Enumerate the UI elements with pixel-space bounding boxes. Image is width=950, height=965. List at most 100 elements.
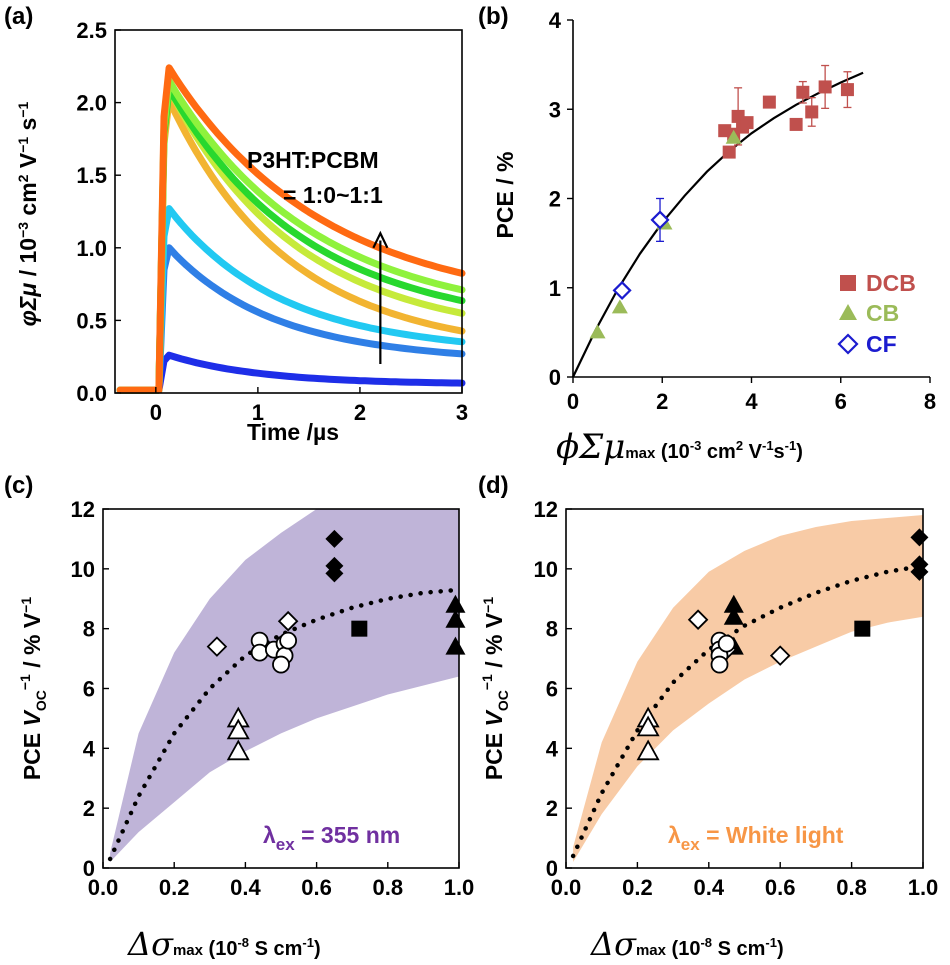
panel-b-point-dcb (762, 95, 776, 109)
condition-sub: ex (276, 835, 295, 854)
panel-c-x-tick-label: 0.2 (159, 875, 190, 900)
x-label-sub: max (173, 942, 204, 959)
panel-d-point-open-circle (710, 655, 729, 674)
x-label-sub: max (625, 445, 656, 462)
x-label-unit: (10 (655, 441, 689, 463)
panel-b-x-axis-label: ϕΣμmax (10-3 cm2 V-1s-1) (556, 427, 803, 467)
panel-d-x-tick-label: 1.0 (908, 875, 939, 900)
panel-d-point-open-triangle (636, 715, 660, 737)
y-label-text: s (15, 118, 41, 137)
panel-b-x-tick-label: 4 (745, 389, 758, 414)
panel-b-x-tick-label: 2 (656, 389, 668, 414)
panel-d-y-tick-label: 8 (546, 617, 558, 642)
panel-c-y-tick-label: 12 (71, 497, 95, 522)
panel-c-point-open-diamond (206, 636, 228, 657)
panel-b-x-tick-label: 0 (567, 389, 579, 414)
panel-c-y-tick-label: 2 (83, 796, 95, 821)
x-label-unit: S cm (249, 938, 302, 960)
panel-b-y-tick-label: 0 (549, 365, 561, 390)
panel-c-point-open-diamond (277, 610, 299, 632)
condition-lambda: λ (668, 822, 681, 848)
panel-c-point-open-triangle (226, 718, 250, 740)
x-label-symbol: Δσ (126, 925, 174, 963)
panel-c-y-tick-label: 6 (83, 677, 95, 702)
panel-d-x-tick-label: 0.0 (551, 875, 582, 900)
y-label-sup: −3 (15, 222, 31, 238)
condition-sub: ex (681, 835, 700, 854)
panel-c-point-filled-triangle (445, 636, 466, 655)
panel-d-point-filled-square (854, 620, 871, 637)
panel-d-y-tick-label: 10 (534, 557, 558, 582)
panel-d-y-tick-label: 12 (534, 497, 558, 522)
panel-c-point-open-triangle (226, 739, 250, 761)
panel-b-legend-cf-label: CF (866, 331, 897, 357)
x-label-unit: (10 (666, 938, 700, 960)
panel-c-point-open-circle (250, 643, 269, 662)
panel-b-point-cb (589, 324, 606, 339)
y-label-text: / 10 (15, 238, 41, 283)
panel-d-y-tick-label: 2 (546, 796, 558, 821)
y-label-symbol: φΣμ (15, 283, 41, 327)
panel-a-y-tick-label: 0.5 (76, 308, 107, 333)
x-label-sup: -8 (237, 935, 249, 950)
panel-b-point-dcb (796, 85, 810, 99)
x-label-sup: -1 (302, 935, 314, 950)
panel-b-x-tick-label: 8 (924, 389, 936, 414)
panel-d-point-open-diamond (687, 609, 709, 630)
panel-d-label: (d) (478, 472, 509, 499)
panel-a-trace-trace-6 (116, 84, 466, 394)
x-label-unit: ) (314, 938, 321, 960)
panel-c-fit-curve (107, 587, 462, 862)
x-label-sup: -1 (762, 438, 774, 453)
panel-d-y-tick-label: 4 (546, 736, 559, 761)
panel-d-point-filled-triangle (723, 594, 744, 613)
x-label-sup: 2 (736, 438, 743, 453)
x-label-sup: -8 (700, 935, 712, 950)
panel-c-x-tick-label: 0.4 (230, 875, 261, 900)
y-label-v: V (481, 709, 507, 726)
panel-d-point-filled-diamond (910, 562, 929, 581)
panel-b-y-tick-label: 2 (549, 187, 561, 212)
panel-d-point-open-triangle (636, 739, 660, 761)
panel-b-x-tick-label: 6 (835, 389, 847, 414)
panel-a-y-tick-label: 1.0 (76, 236, 107, 261)
panel-b-point-dcb (805, 105, 819, 119)
x-label-unit: cm (701, 441, 735, 463)
panel-c-x-axis-label: Δσmax (10-8 S cm-1) (126, 925, 321, 963)
x-label-sup: -3 (690, 438, 702, 453)
panel-c-y-tick-label: 10 (71, 557, 95, 582)
panel-d-point-filled-diamond (910, 528, 929, 547)
y-label-sup: −1 (15, 137, 31, 153)
panel-b-legend-cf-marker (837, 333, 859, 355)
panel-a-y-tick-label: 1.5 (76, 163, 107, 188)
x-label-sub: max (636, 942, 667, 959)
panel-d-x-tick-label: 0.4 (694, 875, 725, 900)
panel-a-label: (a) (4, 3, 33, 30)
panel-a-x-tick-label: 2 (354, 400, 366, 425)
panel-b-point-dcb (840, 83, 854, 97)
panel-c-x-tick-label: 0.8 (373, 875, 404, 900)
panel-a-x-tick-label: 3 (456, 400, 468, 425)
y-label-sup: −1 (18, 597, 34, 613)
y-label-text: PCE (481, 726, 507, 780)
y-label-v: V (19, 709, 45, 726)
panel-a-y-tick-label: 0.0 (76, 381, 107, 406)
panel-a-y-tick-label: 2.5 (76, 18, 107, 43)
panel-c-point-open-circle (279, 631, 298, 650)
y-label-sub: OC (495, 690, 511, 711)
panel-c-point-filled-diamond (325, 529, 344, 548)
panel-c-point-filled-triangle (445, 594, 466, 613)
panel-a-x-tick-label: 0 (150, 400, 162, 425)
y-label-text: / % V (19, 612, 45, 674)
panel-d-confidence-band (573, 515, 923, 862)
panel-d-fit-curve (570, 563, 926, 859)
x-label-unit: ) (777, 938, 784, 960)
x-label-sup: -1 (785, 438, 797, 453)
x-label-symbol: Δσ (589, 925, 637, 963)
panel-a-annotation-line1: P3HT:PCBM (247, 147, 379, 173)
panel-b-point-dcb (740, 116, 754, 130)
panel-b-fit-curve (572, 71, 864, 378)
panel-d-point-open-circle (717, 634, 736, 653)
panel-a-annotation-line2: = 1:0~1:1 (283, 182, 383, 208)
